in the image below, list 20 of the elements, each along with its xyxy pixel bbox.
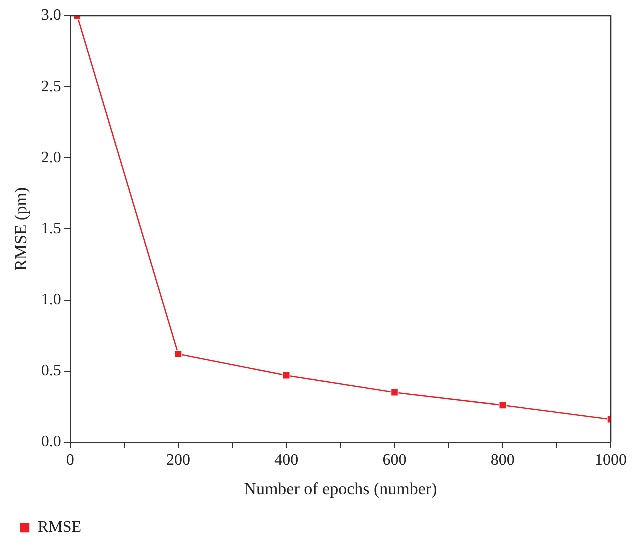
x-tick-label: 200 <box>166 452 191 470</box>
x-tick-label: 800 <box>490 452 515 470</box>
y-tick-label: 3.0 <box>41 7 62 24</box>
point <box>282 372 291 380</box>
point <box>390 388 399 397</box>
x-tick-label: 400 <box>274 452 299 470</box>
y-tick-label: 1.0 <box>41 291 62 308</box>
legend-label: RMSE <box>38 519 82 536</box>
y-tick-label: 1.5 <box>41 220 62 238</box>
x-tick-label: 1000 <box>595 452 627 470</box>
y-tick-label: 0.5 <box>41 362 62 380</box>
y-tick-label: 0.0 <box>41 434 62 451</box>
y-tick-label: 2.0 <box>41 149 62 166</box>
x-axis-title: Number of epochs (number) <box>244 479 438 498</box>
x-tick-label: 0 <box>66 452 74 470</box>
y-tick-label: 2.5 <box>41 78 62 96</box>
point <box>498 402 507 410</box>
y-axis-title: RMSE (pm) <box>12 187 31 271</box>
x-tick-label: 600 <box>382 452 407 470</box>
point <box>174 350 182 358</box>
